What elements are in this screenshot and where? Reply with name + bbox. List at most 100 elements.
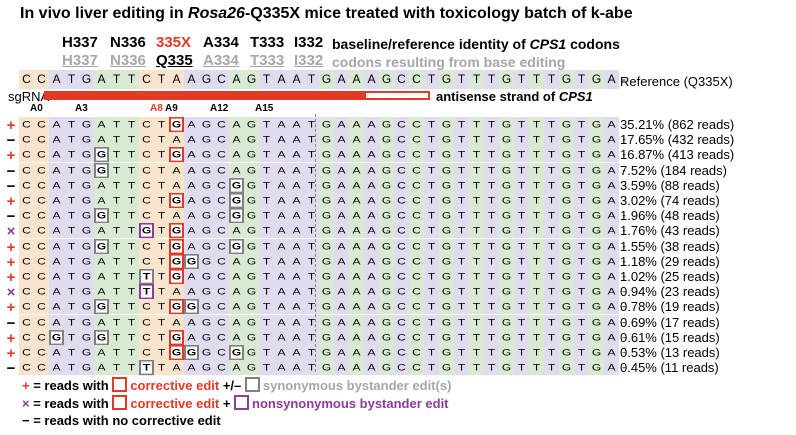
read-base: C [19, 253, 34, 269]
read-base: G [244, 223, 259, 239]
read-base: T [469, 253, 484, 269]
read-base: G [439, 132, 454, 148]
read-edit-box-red: G [169, 253, 184, 269]
read-base: T [304, 147, 319, 163]
position-label: A12 [210, 103, 229, 114]
read-base: T [469, 314, 484, 330]
read-base: G [499, 253, 514, 269]
read-edit-box-purple: T [139, 284, 154, 300]
read-base: C [214, 253, 229, 269]
read-base: C [34, 284, 49, 300]
read-base: T [454, 269, 469, 285]
read-base: C [394, 177, 409, 193]
legend-item: × = reads with corrective edit + nonsyno… [22, 395, 449, 411]
read-base: G [499, 117, 514, 133]
read-base: T [304, 360, 319, 376]
read-base: C [34, 147, 49, 163]
read-base: A [49, 177, 64, 193]
read-base: T [424, 147, 439, 163]
read-base: T [259, 117, 274, 133]
read-base: G [559, 223, 574, 239]
read-base: A [289, 269, 304, 285]
read-base: A [94, 117, 109, 133]
title-text-end: -Q335X mice treated with toxicology batc… [244, 5, 633, 22]
read-base: A [334, 238, 349, 254]
reference-base: T [154, 70, 169, 89]
read-edit-box-gray: G [229, 238, 244, 254]
read-base: C [19, 147, 34, 163]
read-base: T [154, 269, 169, 285]
read-base: T [514, 117, 529, 133]
read-base: T [304, 345, 319, 361]
read-base: A [169, 132, 184, 148]
read-base: T [259, 314, 274, 330]
read-base: C [19, 177, 34, 193]
read-base: G [559, 314, 574, 330]
edited-codon: A334 [203, 52, 239, 69]
read-base: C [139, 193, 154, 209]
read-base: T [469, 299, 484, 315]
read-base: T [529, 314, 544, 330]
read-base: T [424, 177, 439, 193]
read-base: C [409, 117, 424, 133]
read-base: T [574, 253, 589, 269]
read-base: T [529, 284, 544, 300]
read-base: T [469, 238, 484, 254]
read-base: T [154, 193, 169, 209]
read-base: A [604, 314, 619, 330]
read-tail-dash: - [622, 118, 626, 130]
read-base: A [604, 269, 619, 285]
read-edit-box-gray: G [184, 253, 199, 269]
reference-base: A [169, 70, 184, 89]
read-base: T [109, 162, 124, 178]
read-base: C [34, 177, 49, 193]
read-base: T [529, 360, 544, 376]
read-base: A [334, 162, 349, 178]
read-base: T [64, 147, 79, 163]
read-base: G [199, 253, 214, 269]
read-base: A [229, 132, 244, 148]
read-base: G [379, 345, 394, 361]
read-base: C [34, 253, 49, 269]
read-base: C [19, 269, 34, 285]
read-base: T [484, 162, 499, 178]
read-frequency: 35.21% (862 reads) [620, 117, 735, 132]
read-base: G [559, 360, 574, 376]
read-base: T [454, 329, 469, 345]
read-base: G [559, 269, 574, 285]
read-base: G [499, 329, 514, 345]
read-base: A [274, 253, 289, 269]
read-base: C [19, 223, 34, 239]
read-base: A [604, 329, 619, 345]
read-base: T [424, 253, 439, 269]
read-base: G [79, 117, 94, 133]
read-base: C [19, 117, 34, 133]
read-base: G [244, 193, 259, 209]
read-base: T [304, 299, 319, 315]
read-base: T [514, 269, 529, 285]
read-base: T [529, 253, 544, 269]
read-base: G [244, 208, 259, 224]
read-base: C [34, 329, 49, 345]
read-base: T [454, 177, 469, 193]
read-base: A [604, 360, 619, 376]
read-base: T [454, 284, 469, 300]
read-base: G [589, 147, 604, 163]
read-base: T [544, 269, 559, 285]
read-base: T [124, 253, 139, 269]
antisense-label: antisense strand of CPS1 [436, 89, 593, 104]
read-base: T [259, 360, 274, 376]
read-base: G [589, 177, 604, 193]
read-base: T [544, 284, 559, 300]
read-base: T [64, 269, 79, 285]
read-tail-dash: - [622, 300, 626, 313]
read-base: A [289, 299, 304, 315]
read-base: T [64, 208, 79, 224]
read-status-symbol: + [6, 269, 16, 286]
read-base: G [559, 208, 574, 224]
read-base: C [34, 299, 49, 315]
read-base: C [394, 269, 409, 285]
read-base: G [319, 177, 334, 193]
legend-item: − = reads with no corrective edit [22, 413, 221, 428]
read-base: C [34, 314, 49, 330]
